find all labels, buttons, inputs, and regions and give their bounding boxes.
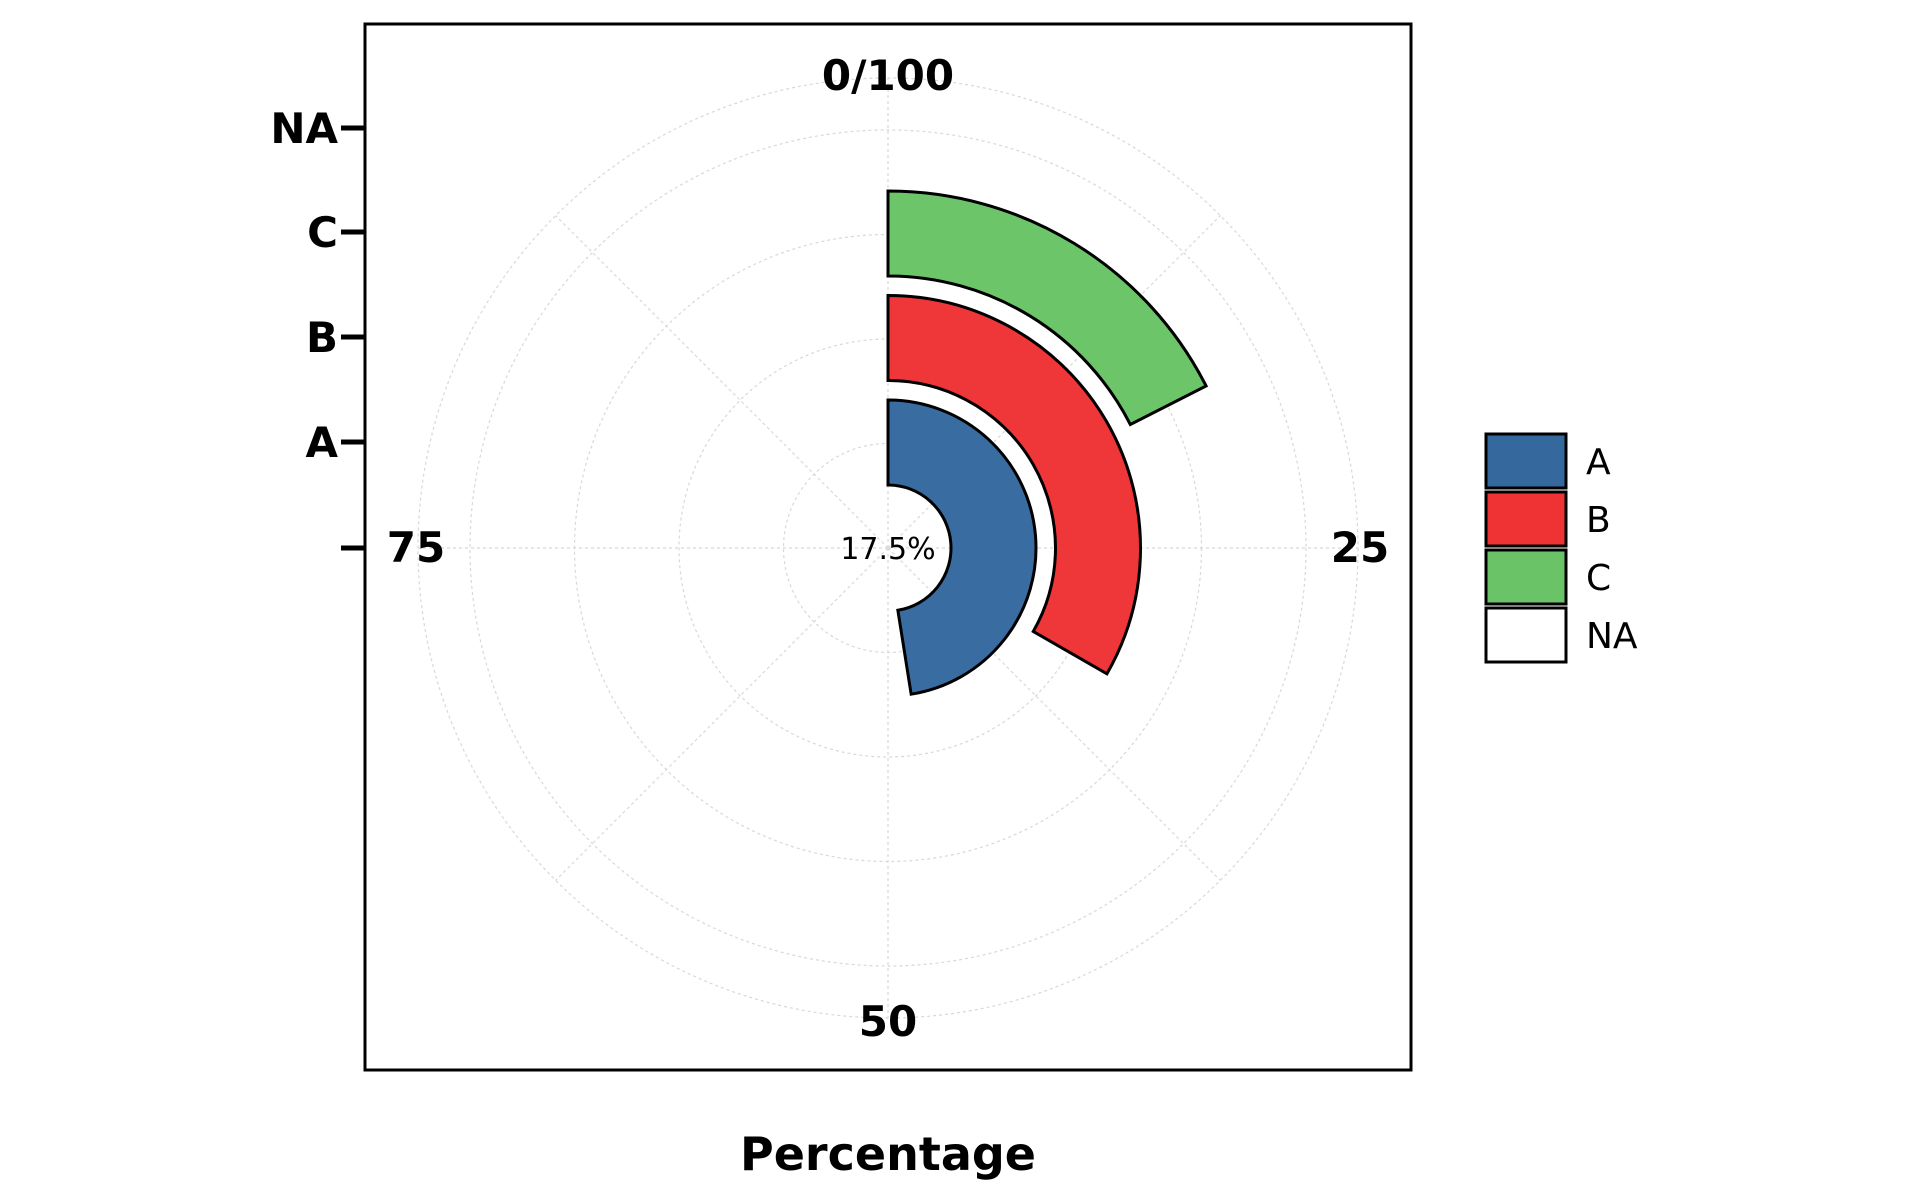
grid-circle <box>469 129 1307 967</box>
bars-layer <box>886 189 1209 696</box>
legend-swatch-A <box>1484 432 1568 490</box>
legend-swatch-B <box>1484 490 1568 548</box>
center-label: 17.5% <box>840 532 935 567</box>
legend-label-C: C <box>1586 558 1611 599</box>
x-axis-title: Percentage <box>740 1127 1036 1181</box>
legend-label-B: B <box>1586 500 1611 541</box>
legend-swatch-C <box>1484 548 1568 606</box>
angular-tick-label: 0/100 <box>822 51 954 100</box>
grid-spoke <box>555 547 889 881</box>
legend-swatch-NA <box>1484 606 1568 664</box>
labels-layer: 0/100 25 50 75 A B C NA Percentage 17.5% <box>270 51 1389 1181</box>
radial-tick-label: A <box>305 418 338 467</box>
bar-C <box>886 189 1209 427</box>
radial-tick-label: B <box>306 313 338 362</box>
grid-spoke <box>555 215 889 549</box>
bar-B <box>886 293 1143 676</box>
legend-label-NA: NA <box>1586 616 1638 657</box>
angular-tick-label: 75 <box>387 523 445 572</box>
radial-tick-label: C <box>307 208 338 257</box>
bar-A <box>886 398 1038 696</box>
angular-tick-label: 25 <box>1331 523 1389 572</box>
legend-label-A: A <box>1586 442 1611 483</box>
angular-tick-label: 50 <box>859 997 917 1046</box>
legend: ABC NA <box>1484 432 1638 664</box>
radial-tick-label: NA <box>270 104 338 153</box>
